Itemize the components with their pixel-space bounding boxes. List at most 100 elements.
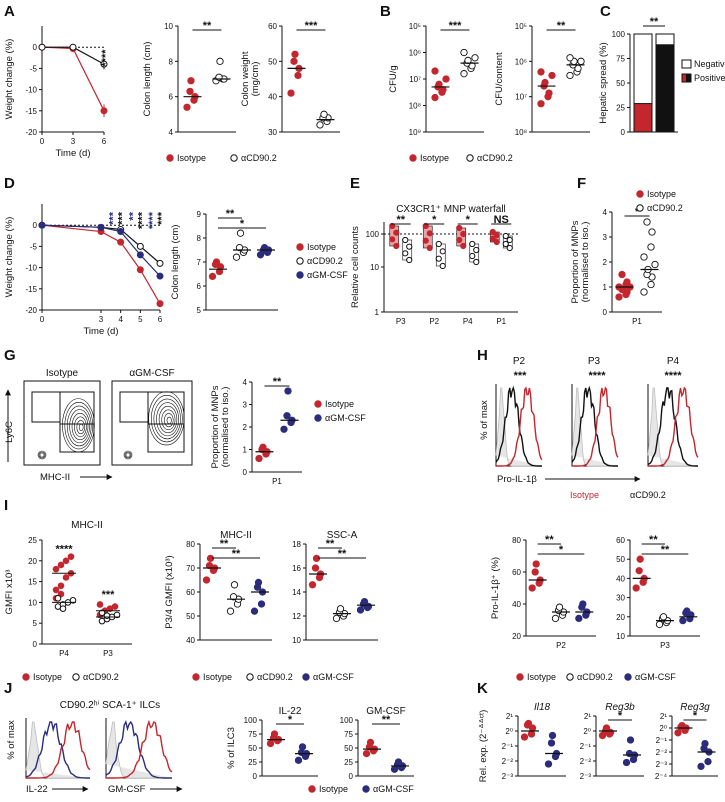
y-tick-label: -5	[30, 64, 38, 73]
y-tick-label: 2⁻³	[502, 772, 514, 781]
data-point	[230, 581, 239, 589]
legend-label: Isotype	[527, 672, 556, 682]
contour-ring	[164, 413, 174, 428]
y-tick-label: 25	[248, 758, 257, 767]
data-point	[57, 561, 65, 569]
x-tick-label: 3	[99, 315, 104, 324]
y-tick-label: -20	[25, 306, 37, 315]
box-isotype	[389, 225, 400, 247]
data-point	[435, 240, 442, 248]
y-axis-label: Proportion of MNPs	[210, 385, 221, 468]
y-tick-label: 25	[616, 104, 625, 113]
data-point	[566, 54, 574, 62]
y-tick-label: -15	[25, 285, 37, 294]
y-tick-label: 18	[292, 540, 301, 549]
data-point	[311, 564, 320, 572]
data-point	[100, 107, 108, 115]
data-point	[402, 236, 409, 244]
legend-marker	[192, 673, 200, 681]
data-point	[615, 293, 623, 301]
hist-j-x2: GM-CSF	[108, 784, 146, 795]
data-point	[532, 560, 540, 568]
legend-marker	[296, 271, 304, 279]
legend-marker	[246, 673, 254, 681]
data-point	[473, 246, 480, 254]
y-tick-label: 2	[243, 423, 248, 432]
data-point	[506, 244, 513, 252]
legend-marker	[409, 154, 417, 162]
contour-ring	[156, 402, 180, 437]
legend-label: αCD90.2	[577, 672, 613, 682]
y-tick-label: -10	[25, 86, 37, 95]
legend-swatch-positive-red	[681, 73, 687, 83]
y-tick-label: 30	[268, 128, 277, 137]
x-tick-label: 5	[138, 315, 143, 324]
data-point	[704, 757, 712, 766]
data-point	[156, 300, 164, 308]
y-tick-label: 40	[616, 574, 625, 583]
hist-j-curves	[25, 718, 173, 779]
data-point	[294, 756, 303, 764]
data-point	[362, 749, 371, 758]
data-point	[235, 243, 244, 252]
panel-letter-d: D	[4, 175, 15, 192]
legends-layer: Isotype αCD90.2 Isotype αCD90.2 Isotype αCD90…	[22, 153, 683, 794]
sig-label: ***	[102, 589, 116, 601]
y-tick-label: 10⁸	[409, 102, 421, 111]
data-point	[111, 603, 119, 610]
data-point	[548, 731, 557, 740]
y-tick-label: 6	[197, 282, 202, 291]
y-axis-label: Colon length (cm)	[170, 225, 181, 300]
y-tick-label: 2⁻³	[580, 772, 592, 781]
legend-label: Isotype	[319, 784, 348, 794]
sig-label: **	[203, 20, 212, 32]
y-tick-label: 6	[169, 93, 174, 102]
hist-xlabel: Pro-IL-1β	[497, 474, 537, 485]
y-tick-label: 2¹	[660, 712, 667, 721]
data-point	[360, 597, 369, 606]
y-tick-label: 2⁻⁴	[655, 772, 668, 781]
panel-letter-g: G	[4, 347, 16, 364]
sig-label: **	[273, 376, 282, 388]
data-point	[674, 729, 682, 737]
data-point	[402, 250, 409, 257]
hist-curve	[105, 720, 172, 779]
x-axis-label: Time (d)	[55, 148, 90, 159]
data-point	[460, 242, 467, 250]
bar-positive-0	[633, 103, 653, 133]
y-tick-label: 70	[186, 564, 195, 573]
data-point	[640, 253, 648, 261]
data-point	[579, 600, 587, 608]
chart-G: 0 1 2 3 4 Proportion of MNPs (normalised to is…	[210, 376, 302, 486]
contour-ring	[64, 401, 94, 450]
data-point	[623, 278, 631, 286]
data-point	[212, 258, 221, 266]
data-point	[537, 100, 545, 108]
chart-J2: 0 25 50 75 100 GM-CSF**	[340, 706, 414, 781]
data-point	[97, 223, 105, 231]
data-point	[320, 110, 328, 118]
data-point	[54, 594, 62, 602]
chart-title: GM-CSF	[366, 706, 405, 717]
data-point	[469, 252, 476, 260]
y-tick-label: 75	[616, 55, 625, 64]
y-tick-label: 10	[370, 263, 379, 272]
data-point	[618, 270, 626, 279]
y-tick-label: 50	[344, 744, 353, 753]
chart-E: CX3CR1⁺ MNP waterfall 1 10 100 Relative cell…	[350, 204, 518, 326]
legend-label: αGM-CSF	[325, 413, 366, 423]
y-tick-label: 60	[268, 22, 277, 31]
y-tick-label: 8	[169, 57, 174, 66]
contour-ring	[69, 409, 90, 444]
data-point	[431, 67, 439, 75]
data-point	[103, 612, 111, 620]
hist-legend-acd: αCD90.2	[630, 490, 666, 500]
y-tick-label: 10⁷	[409, 75, 421, 84]
legend-label: αCD90.2	[307, 256, 343, 266]
gate-agm-3	[147, 423, 185, 453]
chart-title: IL-22	[279, 706, 302, 717]
contour-ring	[74, 416, 87, 438]
panel-letter-c: C	[600, 3, 611, 20]
chart-B1: 10⁵ 10⁶ 10⁷ 10⁸ 10⁹ CFU/g ***	[388, 20, 484, 137]
